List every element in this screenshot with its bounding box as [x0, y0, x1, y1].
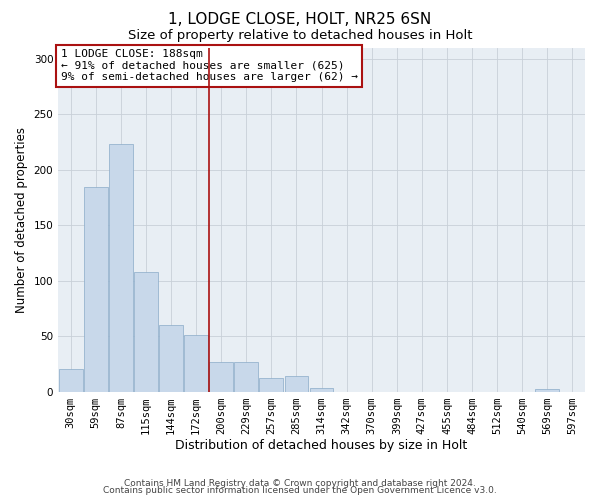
Bar	[535, 390, 559, 392]
Bar	[109, 144, 133, 392]
Text: Contains HM Land Registry data © Crown copyright and database right 2024.: Contains HM Land Registry data © Crown c…	[124, 478, 476, 488]
Bar	[159, 325, 183, 392]
Bar	[209, 362, 233, 392]
Bar	[259, 378, 283, 392]
Text: Contains public sector information licensed under the Open Government Licence v3: Contains public sector information licen…	[103, 486, 497, 495]
Bar	[59, 370, 83, 392]
X-axis label: Distribution of detached houses by size in Holt: Distribution of detached houses by size …	[175, 440, 468, 452]
Bar	[84, 188, 108, 392]
Bar	[235, 362, 258, 392]
Text: 1, LODGE CLOSE, HOLT, NR25 6SN: 1, LODGE CLOSE, HOLT, NR25 6SN	[169, 12, 431, 28]
Bar	[310, 388, 334, 392]
Text: 1 LODGE CLOSE: 188sqm
← 91% of detached houses are smaller (625)
9% of semi-deta: 1 LODGE CLOSE: 188sqm ← 91% of detached …	[61, 49, 358, 82]
Bar	[284, 376, 308, 392]
Bar	[184, 335, 208, 392]
Y-axis label: Number of detached properties: Number of detached properties	[15, 126, 28, 312]
Text: Size of property relative to detached houses in Holt: Size of property relative to detached ho…	[128, 29, 472, 42]
Bar	[134, 272, 158, 392]
